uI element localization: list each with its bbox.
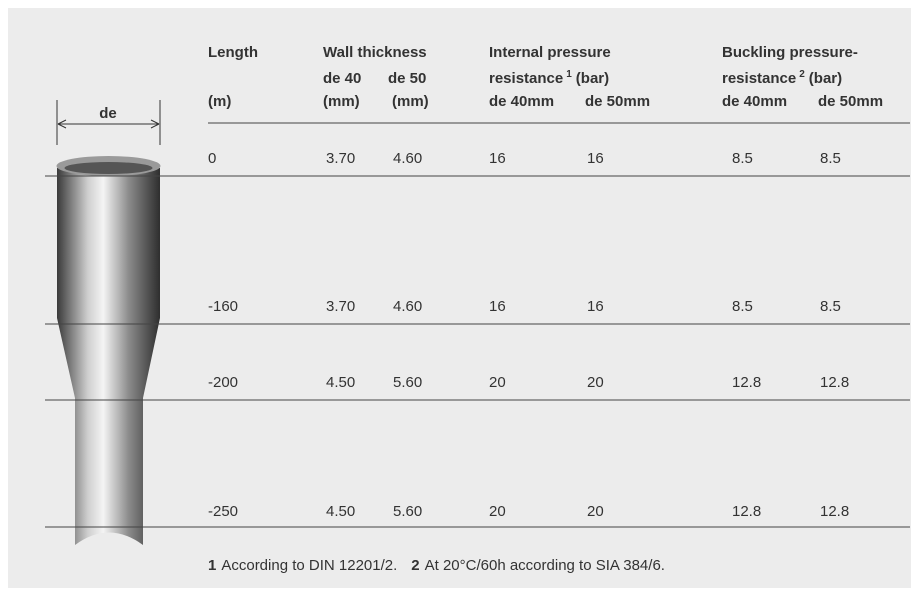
cell: -250 [208,503,238,520]
table-body: 0 3.70 4.60 16 16 8.5 8.5 -160 3.70 4.60 16 16 8.5 8.… [45,150,910,528]
cell: 12.8 [732,503,761,520]
cell: 8.5 [732,298,753,315]
footnote: 1 According to DIN 12201/2. 2 At 20°C/60h a… [208,557,665,574]
footnote-mark: 1 [208,557,216,574]
header: Length [208,44,258,61]
header: Wall thickness [323,44,427,61]
header: de 40mm [722,93,787,110]
cell: 4.60 [393,150,422,167]
header: (m) [208,93,231,110]
header: resistance 1 (bar) [489,69,609,87]
cell: 4.50 [326,374,355,391]
header: Buckling pressure- [722,44,858,61]
cell: 12.8 [820,374,849,391]
diameter-label: de [99,105,117,122]
header: de 50mm [585,93,650,110]
cell: 0 [208,150,216,167]
cell: 20 [587,374,604,391]
cell: 20 [489,374,506,391]
cell: 16 [489,150,506,167]
pipe-illustration [56,100,161,545]
header: de 50 [388,70,426,87]
header: de 40 [323,70,361,87]
header: de 50mm [818,93,883,110]
header: Internal pressure [489,44,611,61]
header: (mm) [392,93,429,110]
cell: 20 [489,503,506,520]
cell: 4.50 [326,503,355,520]
cell: 16 [587,150,604,167]
cell: -200 [208,374,238,391]
cell: 12.8 [732,374,761,391]
footnote-text: At 20°C/60h according to SIA 384/6. [425,557,665,574]
header: resistance [489,70,563,87]
cell: 3.70 [326,150,355,167]
footnote-mark: 2 [411,557,419,574]
header: resistance [722,70,796,87]
cell: -160 [208,298,238,315]
cell: 8.5 [732,150,753,167]
footnote-ref: 1 [566,69,572,80]
cell: 16 [587,298,604,315]
footnote-text: According to DIN 12201/2. [221,557,397,574]
footnote-ref: 2 [799,69,805,80]
cell: 3.70 [326,298,355,315]
cell: 4.60 [393,298,422,315]
cell: 5.60 [393,374,422,391]
cell: 16 [489,298,506,315]
header: (bar) [809,70,842,87]
cell: 8.5 [820,150,841,167]
header: (bar) [576,70,609,87]
table-header: Length (m) Wall thickness de 40 de 50 (m… [208,44,883,110]
cell: 12.8 [820,503,849,520]
cell: 20 [587,503,604,520]
header: resistance 2 (bar) [722,69,842,87]
cell: 8.5 [820,298,841,315]
cell: 5.60 [393,503,422,520]
header: (mm) [323,93,360,110]
header: de 40mm [489,93,554,110]
